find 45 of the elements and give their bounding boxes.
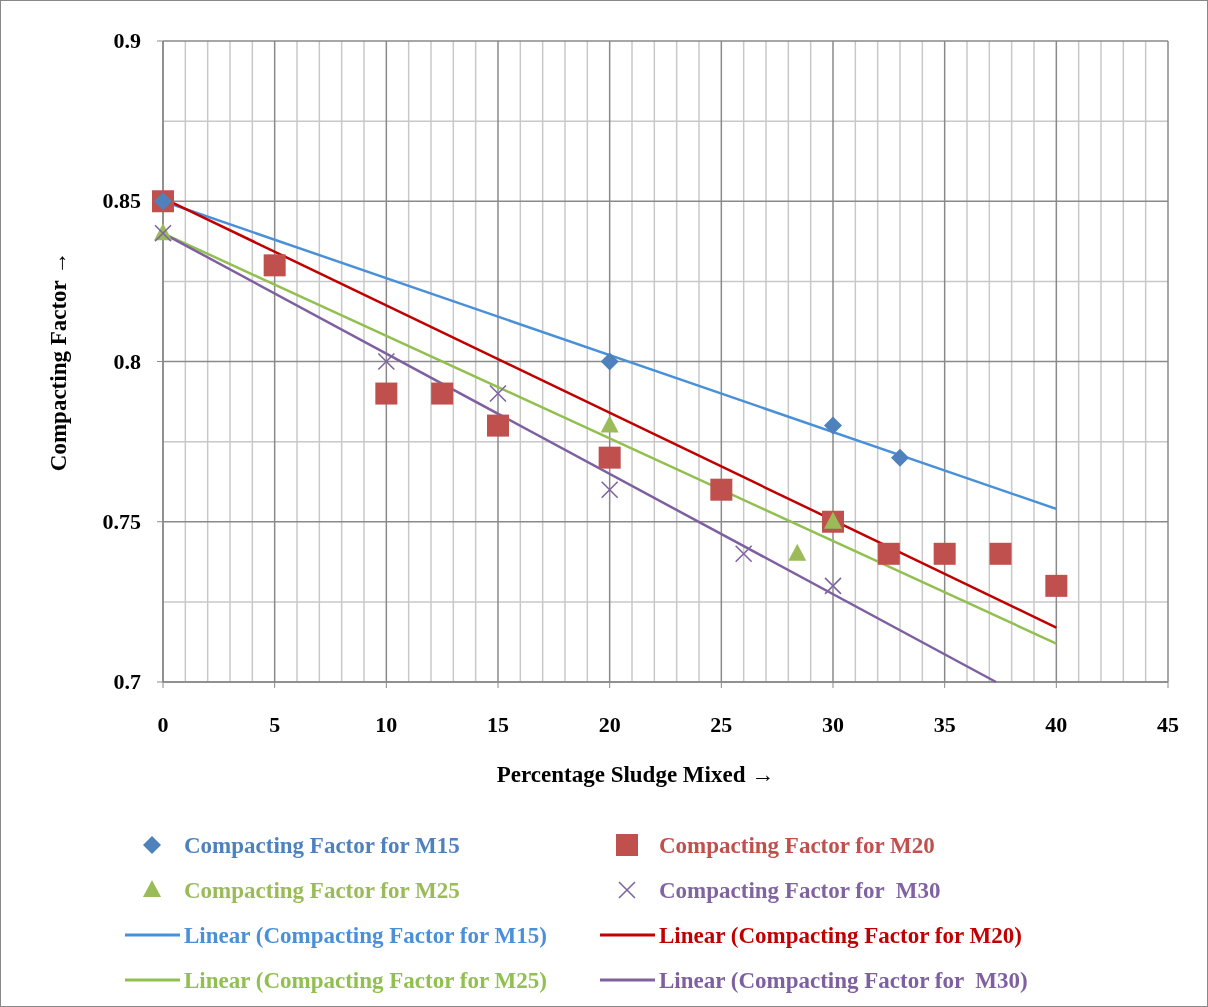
point [431,382,454,405]
y-tick-label: 0.7 [113,669,141,694]
x-tick-label: 0 [157,712,169,737]
point [891,448,909,467]
legend-label: Linear (Compacting Factor for M30) [659,968,1028,993]
legend-label: Compacting Factor for M15 [184,833,460,858]
point [598,446,621,469]
x-axis-title: Percentage Sludge Mixed → [496,762,775,787]
point [600,415,619,433]
point [263,254,286,277]
legend-label: Compacting Factor for M20 [659,833,935,858]
point [824,577,842,595]
legend-label: Compacting Factor for M30 [659,878,941,903]
x-tick-label: 5 [269,712,281,737]
x-tick-label: 40 [1045,712,1068,737]
point [487,414,509,437]
y-tick-label: 0.8 [113,348,141,374]
x-tick-label: 20 [598,712,621,737]
x-tick-label: 45 [1157,712,1179,737]
legend-label: Linear (Compacting Factor for M15) [184,923,547,948]
x-tick-label: 25 [710,712,733,737]
point [377,352,396,371]
y-axis-title: Compacting Factor → [46,251,71,472]
point [989,542,1012,565]
x-tick-label: 15 [487,712,509,737]
legend-label: Linear (Compacting Factor for M20) [659,923,1022,948]
x-tick-label: 35 [933,712,956,737]
point [600,352,619,371]
point [1045,574,1068,597]
x-tick-label: 30 [822,712,844,737]
point [375,382,398,405]
legend-label: Linear (Compacting Factor for M25) [184,968,547,993]
legend-label: Compacting Factor for M25 [184,878,460,903]
y-tick-label: 0.85 [102,188,141,214]
point [788,543,807,561]
point [734,545,753,563]
point [710,478,733,501]
point [824,416,842,435]
point [489,384,507,403]
point [933,542,956,565]
y-tick-label: 0.75 [102,508,141,534]
point [600,480,619,499]
point [877,542,900,565]
y-tick-label: 0.9 [113,28,141,53]
x-tick-label: 10 [375,712,398,737]
